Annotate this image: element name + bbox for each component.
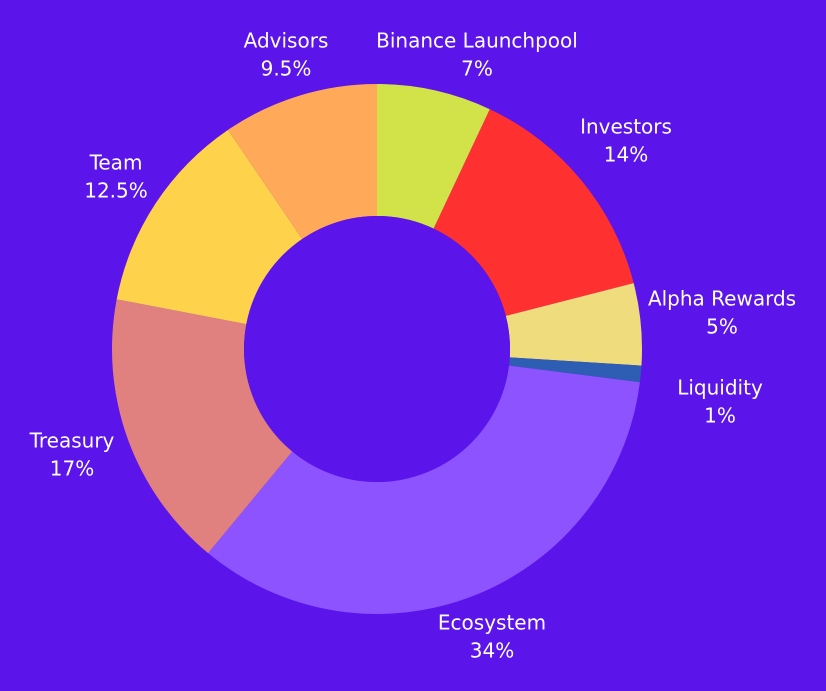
label-value-advisors: 9.5% xyxy=(261,57,312,81)
slice-alpha-rewards xyxy=(505,283,643,366)
label-name-investors: Investors xyxy=(580,115,672,139)
labels-layer: Binance Launchpool 7% Investors 14% Alpha Re… xyxy=(29,29,796,663)
slice-team xyxy=(116,129,303,325)
label-name-team: Team xyxy=(89,151,143,175)
donut-hole xyxy=(244,216,510,482)
slices-layer xyxy=(112,84,643,615)
slice-ecosystem xyxy=(208,365,640,615)
label-name-binance-launchpool: Binance Launchpool xyxy=(376,29,578,53)
slice-treasury xyxy=(112,299,293,554)
label-value-treasury: 17% xyxy=(50,457,94,481)
label-value-alpha-rewards: 5% xyxy=(706,315,738,339)
label-name-treasury: Treasury xyxy=(29,429,115,453)
label-name-liquidity: Liquidity xyxy=(677,376,763,400)
label-name-alpha-rewards: Alpha Rewards xyxy=(648,287,796,311)
label-value-liquidity: 1% xyxy=(704,404,736,428)
label-value-team: 12.5% xyxy=(84,179,148,203)
slice-binance-launchpool xyxy=(377,84,490,229)
label-name-ecosystem: Ecosystem xyxy=(438,611,546,635)
label-value-binance-launchpool: 7% xyxy=(461,57,493,81)
label-name-advisors: Advisors xyxy=(244,29,329,53)
slice-investors xyxy=(433,109,634,316)
slice-liquidity xyxy=(508,357,642,383)
label-value-investors: 14% xyxy=(604,143,648,167)
slice-advisors xyxy=(228,84,377,239)
label-value-ecosystem: 34% xyxy=(470,639,514,663)
